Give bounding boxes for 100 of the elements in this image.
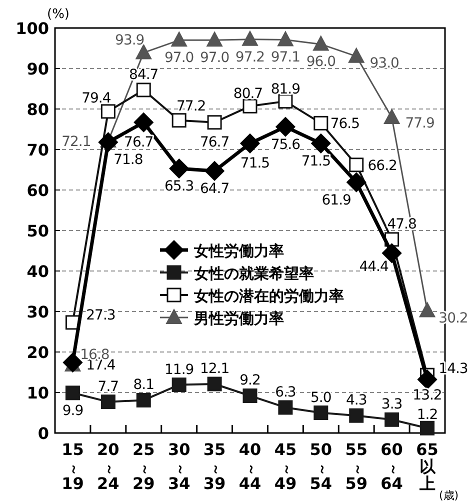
x-tick-label: 30～34: [168, 440, 190, 493]
point: [349, 158, 364, 172]
data-label: 75.6: [270, 136, 301, 153]
x-tick-label: 20～24: [97, 440, 120, 493]
point: [172, 113, 186, 128]
data-label: 3.3: [381, 396, 402, 413]
data-label: 11.9: [164, 362, 194, 378]
data-label: 61.9: [322, 192, 351, 208]
point: [384, 109, 400, 124]
data-label: 97.1: [270, 50, 300, 66]
data-label: 44.4: [359, 259, 389, 276]
y-tick-label: 70: [26, 140, 49, 160]
data-label: 65.3: [164, 178, 194, 195]
y-tick-label: 50: [26, 222, 49, 240]
point: [136, 392, 151, 408]
data-label: 79.4: [82, 90, 112, 106]
y-tick-label: 40: [26, 262, 49, 281]
point: [384, 412, 400, 427]
point: [278, 400, 293, 415]
legend-label: 女性の潜在的労働力率: [193, 287, 344, 305]
data-label: 93.9: [115, 32, 144, 49]
point: [420, 420, 435, 436]
point: [314, 406, 328, 420]
data-label: 77.9: [405, 116, 434, 132]
y-tick-label: 90: [26, 60, 49, 78]
point: [314, 116, 328, 130]
data-label: 12.1: [200, 360, 230, 377]
data-label: 80.7: [233, 86, 263, 102]
point: [278, 94, 293, 109]
point: [134, 112, 154, 132]
y-tick-label: 30: [26, 302, 49, 322]
point: [207, 376, 222, 392]
x-tick-label: 50～54: [310, 440, 332, 493]
point: [169, 158, 189, 178]
x-tick-label: 65以上: [416, 440, 438, 493]
data-label: 71.8: [114, 152, 143, 168]
point: [348, 48, 364, 63]
y-tick-label: 100: [16, 19, 49, 38]
data-label: 8.1: [133, 377, 154, 394]
point: [100, 104, 116, 119]
data-label: 81.9: [270, 81, 300, 98]
data-label: 27.3: [86, 307, 116, 324]
data-label: 64.7: [200, 180, 230, 197]
point: [204, 161, 224, 181]
data-label: 71.5: [240, 155, 270, 172]
point: [418, 370, 438, 390]
point: [98, 132, 118, 152]
x-tick-label: 60～64: [380, 440, 403, 493]
point: [311, 134, 331, 154]
data-label: 5.0: [310, 390, 332, 406]
x-axis-title: (歳): [439, 489, 459, 502]
point: [171, 32, 188, 47]
x-tick-label: 45～49: [274, 440, 297, 493]
x-tick-label: 25～29: [132, 440, 155, 493]
y-tick-label: 80: [26, 100, 49, 119]
x-tick-label: 40～44: [238, 440, 262, 493]
data-label: 9.2: [240, 372, 260, 389]
data-label: 13.2: [412, 388, 442, 404]
data-label: 7.7: [98, 378, 119, 395]
point: [242, 30, 258, 46]
point: [136, 82, 151, 98]
point: [206, 32, 223, 47]
point: [346, 172, 366, 192]
data-label: 76.7: [124, 134, 154, 150]
data-label: 72.1: [62, 134, 91, 150]
point: [172, 378, 186, 392]
x-tick-label: 15～19: [62, 440, 84, 493]
data-label: 76.5: [330, 116, 360, 132]
point: [419, 302, 436, 318]
legend-label: 女性の就業希望率: [193, 264, 314, 282]
data-label: 93.0: [370, 55, 399, 72]
data-label: 97.0: [200, 50, 230, 66]
data-label: 97.2: [235, 49, 265, 66]
point: [276, 117, 296, 137]
point: [277, 31, 294, 46]
point: [136, 44, 152, 60]
point: [242, 388, 258, 403]
y-tick-label: 10: [26, 384, 49, 402]
point: [242, 98, 258, 114]
y-tick-label: 60: [26, 181, 49, 200]
data-label: 1.2: [416, 407, 438, 424]
data-label: 9.9: [62, 402, 84, 419]
y-tick-label: 0: [38, 424, 49, 443]
data-label: 76.7: [200, 134, 230, 150]
point: [62, 352, 82, 372]
data-label: 77.2: [176, 98, 206, 114]
data-label: 96.0: [306, 54, 336, 70]
point: [240, 134, 260, 154]
y-axis-title: (%): [47, 7, 70, 22]
legend-label: 女性労働力率: [193, 242, 284, 260]
point: [312, 36, 329, 51]
x-tick-label: 55～59: [345, 440, 368, 493]
point: [207, 115, 222, 130]
legend-label: 男性労働力率: [193, 310, 284, 328]
point: [65, 386, 80, 400]
point: [349, 408, 364, 423]
data-label: 97.0: [164, 50, 194, 66]
data-label: 66.2: [368, 158, 397, 174]
y-tick-label: 20: [26, 343, 49, 362]
data-label: 71.5: [301, 153, 330, 170]
